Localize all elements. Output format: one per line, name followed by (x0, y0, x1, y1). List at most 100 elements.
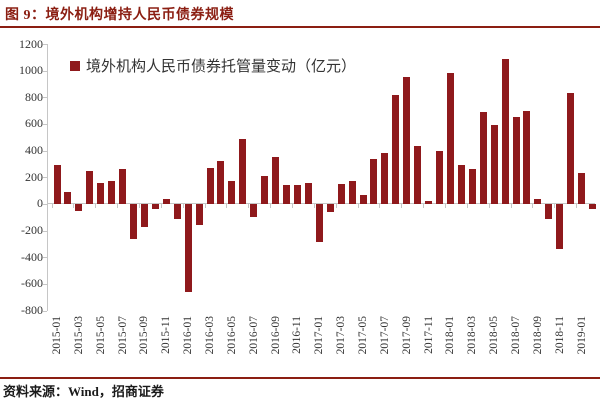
x-axis-tick (444, 204, 446, 209)
y-axis-tick (43, 283, 47, 285)
x-axis-label: 2015-05 (94, 316, 107, 355)
bar-2018-10 (545, 203, 553, 220)
bar-2018-03 (468, 169, 476, 204)
x-axis-label: 2017-09 (400, 316, 413, 355)
y-axis-tick (43, 177, 47, 179)
bar-2016-05 (228, 181, 236, 204)
x-axis-label: 2018-09 (531, 316, 544, 355)
bar-2018-02 (457, 165, 465, 204)
bar-2015-06 (108, 180, 116, 204)
x-axis-label: 2018-05 (488, 316, 501, 355)
bar-2017-06 (370, 158, 378, 204)
x-axis-tick (510, 204, 512, 209)
x-axis-tick (554, 204, 556, 209)
x-axis-label: 2016-11 (291, 316, 304, 354)
bar-2018-06 (501, 58, 509, 204)
x-axis-label: 2015-09 (138, 316, 151, 355)
y-axis-tick (43, 70, 47, 72)
legend-swatch (70, 60, 80, 71)
bar-2016-12 (304, 182, 312, 204)
x-axis-label: 2018-03 (466, 316, 479, 355)
bar-2017-11 (425, 201, 433, 204)
bar-2017-07 (381, 153, 389, 204)
x-axis-tick (335, 204, 337, 209)
bar-2018-04 (479, 111, 487, 204)
bar-2017-08 (392, 94, 400, 204)
x-axis-label: 2017-03 (335, 316, 348, 355)
y-axis-line (47, 44, 48, 311)
x-axis-tick (51, 204, 53, 209)
y-axis-label: -600 (21, 276, 43, 291)
x-axis-tick (576, 204, 578, 209)
x-axis-label: 2017-05 (357, 316, 370, 355)
x-axis-tick (73, 204, 75, 209)
bar-2015-08 (130, 203, 137, 239)
x-axis-tick (423, 204, 425, 209)
x-axis-label: 2017-07 (378, 316, 391, 355)
x-axis-label: 2015-01 (51, 316, 63, 355)
bar-2015-07 (119, 169, 127, 204)
bar-2017-05 (359, 195, 367, 204)
x-axis-tick (204, 204, 206, 209)
bar-2018-01 (446, 73, 454, 204)
x-axis-tick (248, 204, 250, 209)
bar-2015-03 (75, 203, 83, 212)
x-axis-tick (291, 204, 293, 209)
bar-2016-04 (217, 161, 225, 204)
y-axis-label: 1200 (19, 36, 43, 51)
x-axis-tick (532, 204, 534, 209)
bar-2018-12 (567, 93, 575, 204)
x-axis-label: 2016-07 (247, 316, 260, 355)
plot-area (43, 44, 597, 312)
bar-2018-07 (512, 117, 520, 204)
x-axis-label: 2017-11 (422, 316, 435, 354)
bar-2015-09 (140, 203, 148, 227)
x-axis-label: 2015-03 (72, 316, 85, 355)
x-axis-label: 2015-07 (116, 316, 129, 355)
bar-2015-04 (86, 170, 94, 204)
x-axis-tick (226, 204, 228, 209)
bar-2016-10 (283, 185, 291, 204)
title-rule (0, 26, 600, 28)
bar-2019-02 (589, 203, 597, 209)
x-axis-tick (160, 204, 162, 209)
source-note: 资料来源：Wind，招商证券 (3, 384, 164, 399)
y-axis-tick (43, 150, 47, 152)
bar-2015-01 (53, 164, 61, 204)
legend: 境外机构人民币债券托管量变动（亿元） (70, 55, 356, 76)
bar-2017-02 (326, 203, 334, 212)
footer-rule (0, 377, 600, 379)
x-axis-tick (488, 204, 490, 209)
x-axis-tick (138, 204, 140, 209)
x-axis-label: 2015-11 (160, 316, 173, 354)
bar-2016-03 (206, 167, 214, 204)
x-axis-label: 2016-05 (225, 316, 238, 355)
bar-2016-02 (195, 203, 203, 226)
x-axis-label: 2016-01 (182, 316, 195, 355)
bar-2016-08 (261, 175, 269, 204)
y-axis-label: 400 (25, 143, 43, 158)
y-axis-label: 600 (25, 116, 43, 131)
y-axis-tick (43, 203, 47, 205)
x-axis-tick (95, 204, 97, 209)
bar-2018-09 (534, 198, 542, 204)
bar-2016-09 (272, 156, 280, 204)
bar-2016-06 (239, 138, 247, 204)
x-axis-tick (466, 204, 468, 209)
y-axis-tick (43, 310, 47, 312)
bar-2015-02 (64, 191, 72, 204)
y-axis-label: 1000 (19, 63, 43, 78)
y-axis-label: 0 (37, 196, 43, 211)
y-axis-tick (43, 230, 47, 232)
y-axis-label: -800 (21, 303, 43, 317)
x-axis-label: 2018-11 (553, 316, 566, 354)
x-axis-label: 2016-09 (269, 316, 282, 355)
y-axis-tick (43, 97, 47, 99)
x-axis-tick (182, 204, 184, 209)
x-axis-label: 2018-01 (444, 316, 457, 355)
bar-2018-05 (490, 124, 498, 204)
x-axis-tick (117, 204, 119, 209)
bar-2018-11 (556, 203, 564, 250)
bar-2015-10 (151, 203, 159, 209)
y-axis-tick (43, 123, 47, 125)
